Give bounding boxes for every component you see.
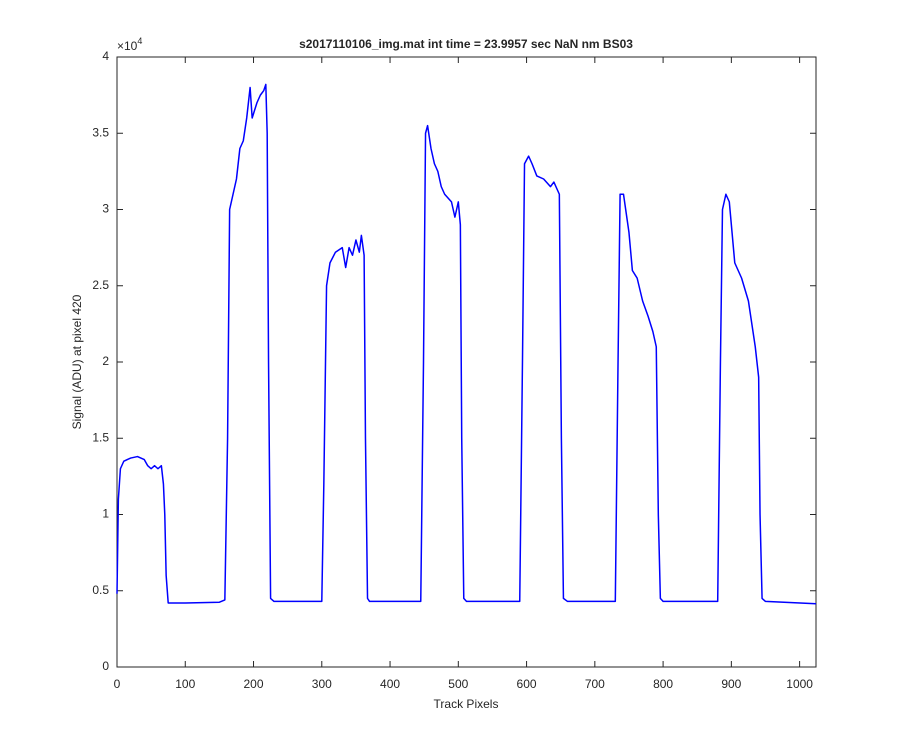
x-tick-label: 600 (517, 677, 537, 691)
x-axis-label: Track Pixels (434, 697, 499, 711)
y-tick-label: 3 (102, 202, 109, 216)
x-tick-label: 300 (312, 677, 332, 691)
y-tick-label: 1.5 (92, 430, 109, 444)
x-tick-label: 900 (721, 677, 741, 691)
x-tick-label: 1000 (786, 677, 813, 691)
y-tick-label: 3.5 (92, 125, 109, 139)
x-tick-label: 200 (244, 677, 264, 691)
y-tick-label: 0 (102, 659, 109, 673)
x-tick-label: 100 (175, 677, 195, 691)
y-multiplier: ×104 (117, 36, 142, 53)
x-tick-label: 700 (585, 677, 605, 691)
x-tick-label: 800 (653, 677, 673, 691)
y-axis-label: Signal (ADU) at pixel 420 (70, 294, 84, 429)
x-tick-label: 400 (380, 677, 400, 691)
chart-title: s2017110106_img.mat int time = 23.9957 s… (299, 37, 633, 51)
y-multiplier-base: ×10 (117, 39, 138, 53)
y-tick-label: 2.5 (92, 278, 109, 292)
y-tick-label: 2 (102, 354, 109, 368)
y-tick-label: 1 (102, 507, 109, 521)
x-tick-label: 0 (114, 677, 121, 691)
data-line (116, 83, 817, 605)
y-multiplier-exponent: 4 (137, 36, 142, 46)
y-tick-label: 4 (102, 49, 109, 63)
x-tick-label: 500 (448, 677, 468, 691)
y-tick-label: 0.5 (92, 583, 109, 597)
